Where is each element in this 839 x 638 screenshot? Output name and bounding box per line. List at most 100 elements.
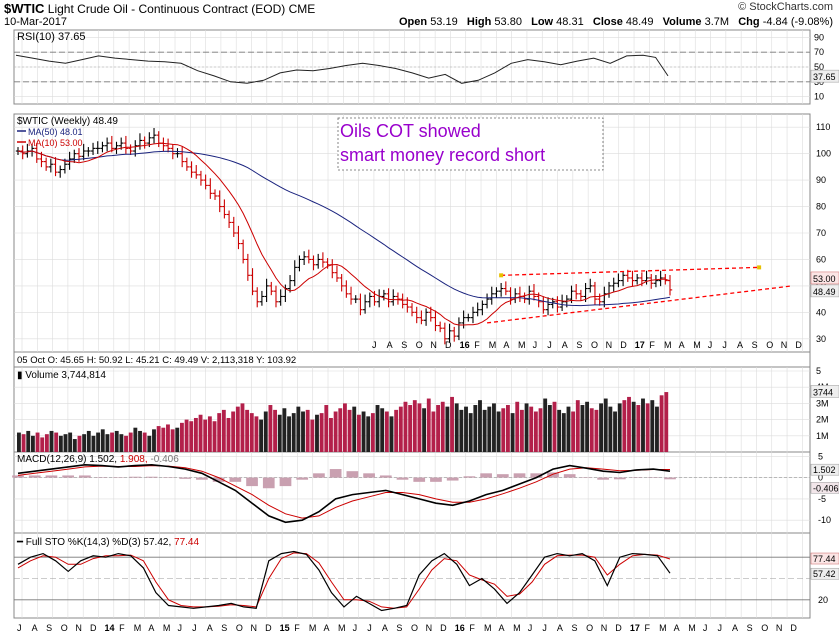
volume-bar (147, 435, 152, 452)
top-axis-label: J (547, 340, 552, 350)
top-axis-label: O (416, 340, 423, 350)
macd-histogram-bar (379, 475, 392, 478)
volume-bar (389, 416, 394, 452)
price-bar (362, 294, 368, 314)
price-bar (442, 322, 448, 345)
volume-bar (49, 430, 54, 452)
macd-histogram-bar (129, 476, 141, 478)
bottom-axis-label: S (572, 623, 578, 633)
volume-bar (333, 411, 338, 452)
bottom-axis-label: A (148, 623, 154, 633)
bottom-axis-label: M (338, 623, 346, 633)
volume-bar (343, 403, 347, 452)
close-value-label: 48.49 (813, 287, 836, 297)
price-bar (437, 321, 443, 333)
price-bar (240, 239, 246, 264)
price-bar (414, 306, 419, 324)
volume-bar (478, 400, 482, 452)
trendline-lower (486, 285, 793, 324)
volume-bar (68, 432, 73, 452)
price-bar (203, 174, 208, 190)
volume-value: 3.7M (704, 16, 730, 28)
bottom-axis-label: J (367, 623, 372, 633)
top-axis-label: S (752, 340, 758, 350)
bottom-axis-label: 16 (455, 623, 465, 633)
top-axis-label: M (664, 340, 672, 350)
macd-histogram-bar (664, 477, 676, 480)
volume-bar (305, 409, 310, 452)
price-bar (330, 259, 335, 279)
price-bar (353, 295, 358, 304)
bottom-axis-label: D (265, 623, 272, 633)
annotation-box (337, 117, 604, 171)
price-bar (602, 286, 607, 308)
price-bar (592, 281, 598, 305)
bottom-axis-label: N (601, 623, 608, 633)
price-bar (90, 142, 96, 155)
volume-bar (426, 398, 431, 452)
macd-histogram-bar (246, 477, 258, 487)
price-bar (513, 288, 518, 304)
bottom-axis-label: F (119, 623, 125, 633)
volume-bar (44, 434, 49, 452)
volume-bar (566, 406, 571, 452)
price-tick-label: 110 (816, 122, 830, 132)
volume-bar (110, 432, 114, 452)
macd-histogram-bar (430, 477, 442, 482)
price-bar (311, 255, 316, 271)
volume-bar (54, 432, 59, 452)
low-label: Low (531, 16, 554, 28)
price-bar (644, 270, 649, 285)
macd-hist-label: -0.406 (813, 483, 839, 493)
macd-histogram-bar (346, 471, 359, 478)
high-label: High (466, 16, 492, 28)
price-bar (316, 253, 321, 269)
volume-bar (291, 413, 296, 452)
price-bar (306, 249, 312, 264)
top-axis-label: D (620, 340, 627, 350)
volume-bar (86, 430, 91, 452)
macd-hist-badge (810, 482, 839, 494)
volume-bar (296, 406, 301, 452)
volume-bar (189, 421, 194, 452)
macd-histogram-bar (396, 477, 409, 480)
macd-histogram-bar (79, 475, 91, 478)
top-axis-label: 16 (460, 340, 470, 350)
price-bar (419, 310, 424, 325)
bottom-axis-label: S (747, 623, 753, 633)
sto-legend: ━ Full STO %K(14,3) %D(3) 57.42, 77.44 (16, 537, 199, 548)
volume-bar (524, 403, 529, 452)
volume-bar (589, 408, 594, 452)
volume-bar (128, 432, 133, 452)
price-bar (456, 317, 462, 341)
volume-bar (394, 409, 399, 452)
top-axis-label: O (766, 340, 773, 350)
bottom-axis-label: M (484, 623, 492, 633)
volume-bar (287, 416, 291, 452)
volume-bar (440, 401, 445, 452)
price-bar (255, 287, 260, 308)
price-bar (184, 157, 190, 171)
volume-bar (422, 408, 427, 452)
volume-bar (268, 405, 273, 452)
top-axis-label: J (722, 340, 727, 350)
price-tick-label: 80 (816, 202, 826, 212)
price-bar (278, 289, 283, 306)
bottom-axis-label: A (382, 623, 388, 633)
volume-bar (175, 427, 180, 452)
price-bar (484, 293, 490, 309)
volume-bar (384, 411, 389, 452)
volume-bar (329, 417, 333, 452)
price-bar (217, 190, 222, 213)
volume-bar (273, 409, 277, 452)
ma10-value-label: 53.00 (813, 274, 836, 284)
instrument-name: Light Crude Oil - Continuous Contract (E… (47, 2, 286, 16)
chart-header: $WTIC Light Crude Oil - Continuous Contr… (0, 0, 839, 30)
price-bar (527, 285, 532, 305)
price-tick-label: 60 (816, 254, 826, 264)
bottom-axis-label: J (353, 623, 358, 633)
bottom-axis-label: N (250, 623, 257, 633)
rsi-legend: RSI(10) 37.65 (17, 31, 85, 43)
macd-tick-label: -5 (818, 494, 826, 504)
price-bar (559, 294, 565, 312)
